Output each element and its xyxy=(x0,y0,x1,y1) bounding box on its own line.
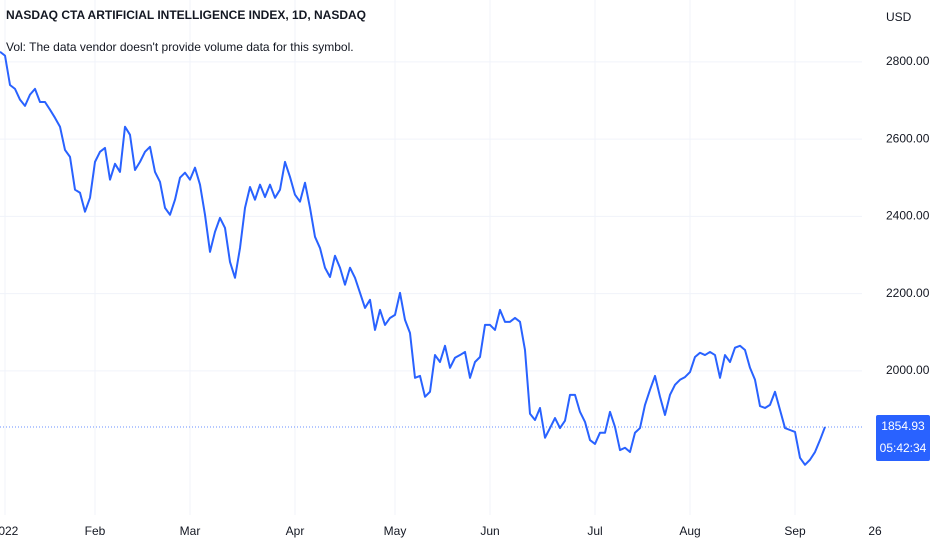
last-price-box xyxy=(876,414,930,461)
x-tick-label: 26 xyxy=(868,524,882,538)
x-tick-label: 2022 xyxy=(0,524,19,538)
chart-title: NASDAQ CTA ARTIFICIAL INTELLIGENCE INDEX… xyxy=(6,8,366,22)
price-axis xyxy=(862,0,932,550)
y-tick-label: 2800.00 xyxy=(886,54,930,68)
x-tick-label: May xyxy=(384,524,407,538)
y-tick-label: 2200.00 xyxy=(886,286,930,300)
y-tick-label: 2600.00 xyxy=(886,131,930,145)
countdown: 05:42:34 xyxy=(880,441,927,455)
x-tick-label: Sep xyxy=(784,524,806,538)
price-line xyxy=(0,50,826,466)
x-tick-label: Jun xyxy=(480,524,499,538)
y-tick-label: 2000.00 xyxy=(886,363,930,377)
y-tick-label: 2400.00 xyxy=(886,209,930,223)
plot-area xyxy=(0,0,862,515)
x-tick-label: Apr xyxy=(286,524,305,538)
subtitle: Vol: The data vendor doesn't provide vol… xyxy=(6,40,354,54)
last-price-label: 1854.93 xyxy=(881,419,925,433)
x-tick-label: Feb xyxy=(85,524,106,538)
time-axis xyxy=(0,515,862,550)
currency: USD xyxy=(886,10,912,24)
x-tick-label: Aug xyxy=(679,524,700,538)
x-tick-label: Mar xyxy=(180,524,201,538)
x-tick-label: Jul xyxy=(587,524,602,538)
